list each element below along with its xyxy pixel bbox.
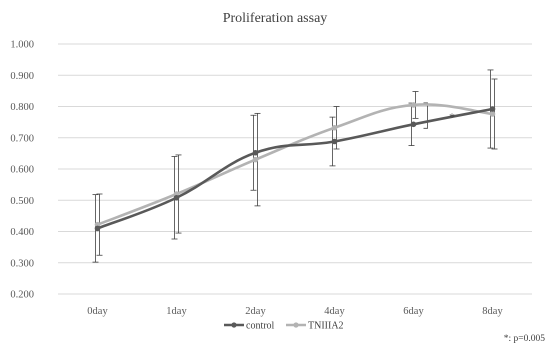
y-tick-label: 0.500 bbox=[10, 196, 34, 207]
data-point bbox=[410, 121, 417, 128]
x-tick-label: 4day bbox=[324, 306, 345, 317]
data-point bbox=[252, 156, 259, 163]
significance-footnote: *: p=0.005 bbox=[504, 334, 545, 344]
data-point bbox=[173, 194, 180, 201]
legend-label-tniiia2: TNIIIA2 bbox=[308, 321, 344, 332]
y-tick-label: 0.900 bbox=[10, 71, 34, 82]
x-tick-label: 2day bbox=[245, 306, 266, 317]
y-tick-label: 0.200 bbox=[10, 290, 34, 301]
data-point bbox=[489, 111, 496, 117]
data-point bbox=[331, 138, 338, 145]
x-tick-label: 6day bbox=[403, 306, 424, 317]
y-tick-label: 0.400 bbox=[10, 227, 34, 238]
x-tick-label: 0day bbox=[87, 306, 108, 317]
axes: 0.200 0.300 0.400 0.500 0.600 0.700 0.800 0.900… bbox=[10, 40, 503, 318]
grid bbox=[58, 43, 532, 295]
data-point bbox=[489, 106, 496, 112]
significance-bracket bbox=[423, 102, 428, 129]
data-point bbox=[252, 149, 259, 156]
legend-label-control: control bbox=[246, 321, 275, 332]
y-tick-label: 0.700 bbox=[10, 133, 34, 144]
data-point bbox=[410, 102, 417, 108]
data-point bbox=[94, 225, 101, 232]
error-bars bbox=[92, 69, 498, 263]
data-point bbox=[331, 124, 338, 131]
y-tick-label: 0.800 bbox=[10, 102, 34, 113]
series bbox=[94, 102, 496, 232]
chart-title: Proliferation assay bbox=[223, 11, 328, 26]
legend-marker bbox=[231, 322, 237, 328]
series-line-control bbox=[96, 107, 494, 230]
legend-marker bbox=[293, 322, 299, 328]
y-tick-label: 1.000 bbox=[10, 40, 34, 51]
legend: control TNIIIA2 bbox=[224, 321, 344, 332]
x-tick-label: 8day bbox=[482, 306, 503, 317]
y-tick-label: 0.300 bbox=[10, 258, 34, 269]
y-tick-label: 0.600 bbox=[10, 165, 34, 176]
significance-star: * bbox=[449, 110, 455, 124]
x-tick-label: 1day bbox=[166, 306, 187, 317]
